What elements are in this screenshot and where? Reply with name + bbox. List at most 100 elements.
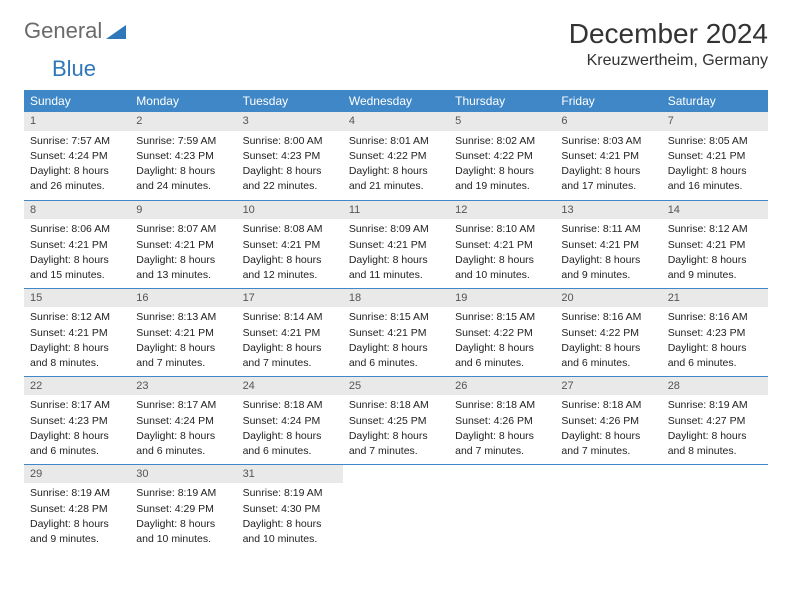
weekday-header: Sunday (24, 90, 130, 112)
day-cell: 24Sunrise: 8:18 AMSunset: 4:24 PMDayligh… (237, 376, 343, 464)
day-sunrise: Sunrise: 8:13 AM (136, 310, 230, 324)
day-sunset: Sunset: 4:21 PM (30, 326, 124, 340)
day-sunset: Sunset: 4:28 PM (30, 502, 124, 516)
day-day1: Daylight: 8 hours (668, 253, 762, 267)
day-sunrise: Sunrise: 8:14 AM (243, 310, 337, 324)
day-sunrise: Sunrise: 8:19 AM (668, 398, 762, 412)
day-day2: and 7 minutes. (136, 356, 230, 370)
empty-cell (662, 464, 768, 552)
day-cell: 1Sunrise: 7:57 AMSunset: 4:24 PMDaylight… (24, 112, 130, 200)
day-cell: 8Sunrise: 8:06 AMSunset: 4:21 PMDaylight… (24, 200, 130, 288)
day-sunrise: Sunrise: 8:19 AM (30, 486, 124, 500)
day-sunset: Sunset: 4:21 PM (243, 326, 337, 340)
day-day1: Daylight: 8 hours (668, 164, 762, 178)
day-sunrise: Sunrise: 8:18 AM (349, 398, 443, 412)
day-day1: Daylight: 8 hours (561, 341, 655, 355)
day-body: Sunrise: 8:15 AM Sunset: 4:22 PMDaylight:… (449, 307, 555, 375)
day-day1: Daylight: 8 hours (30, 253, 124, 267)
day-day2: and 21 minutes. (349, 179, 443, 193)
day-day1: Daylight: 8 hours (243, 517, 337, 531)
day-sunset: Sunset: 4:30 PM (243, 502, 337, 516)
day-number: 30 (130, 465, 236, 484)
day-number: 25 (343, 377, 449, 396)
day-number: 7 (662, 112, 768, 131)
day-sunrise: Sunrise: 8:07 AM (136, 222, 230, 236)
day-sunrise: Sunrise: 8:03 AM (561, 134, 655, 148)
day-sunrise: Sunrise: 8:01 AM (349, 134, 443, 148)
day-sunrise: Sunrise: 8:11 AM (561, 222, 655, 236)
day-sunrise: Sunrise: 8:15 AM (455, 310, 549, 324)
day-cell: 28Sunrise: 8:19 AMSunset: 4:27 PMDayligh… (662, 376, 768, 464)
day-cell: 10Sunrise: 8:08 AMSunset: 4:21 PMDayligh… (237, 200, 343, 288)
day-day1: Daylight: 8 hours (455, 253, 549, 267)
day-cell: 3Sunrise: 8:00 AMSunset: 4:23 PMDaylight… (237, 112, 343, 200)
day-sunset: Sunset: 4:21 PM (561, 238, 655, 252)
day-sunset: Sunset: 4:24 PM (243, 414, 337, 428)
day-number: 12 (449, 201, 555, 220)
day-number: 21 (662, 289, 768, 308)
day-day2: and 10 minutes. (243, 532, 337, 546)
day-day2: and 11 minutes. (349, 268, 443, 282)
day-sunrise: Sunrise: 8:18 AM (455, 398, 549, 412)
day-number: 19 (449, 289, 555, 308)
day-day2: and 13 minutes. (136, 268, 230, 282)
calendar-table: Sunday Monday Tuesday Wednesday Thursday… (24, 90, 768, 552)
day-day1: Daylight: 8 hours (243, 164, 337, 178)
day-sunrise: Sunrise: 8:18 AM (243, 398, 337, 412)
day-day1: Daylight: 8 hours (136, 164, 230, 178)
day-sunset: Sunset: 4:23 PM (668, 326, 762, 340)
day-body: Sunrise: 8:16 AMSunset: 4:22 PMDaylight:… (555, 307, 661, 375)
day-sunrise: Sunrise: 8:10 AM (455, 222, 549, 236)
day-number: 16 (130, 289, 236, 308)
day-number: 22 (24, 377, 130, 396)
day-cell: 2Sunrise: 7:59 AMSunset: 4:23 PMDaylight… (130, 112, 236, 200)
day-body: Sunrise: 8:15 AMSunset: 4:21 PMDaylight:… (343, 307, 449, 375)
day-sunrise: Sunrise: 8:18 AM (561, 398, 655, 412)
day-body: Sunrise: 8:06 AMSunset: 4:21 PMDaylight:… (24, 219, 130, 287)
day-cell: 22Sunrise: 8:17 AMSunset: 4:23 PMDayligh… (24, 376, 130, 464)
day-body: Sunrise: 8:16 AMSunset: 4:23 PMDaylight:… (662, 307, 768, 375)
day-body: Sunrise: 8:10 AMSunset: 4:21 PMDaylight:… (449, 219, 555, 287)
day-body: Sunrise: 8:14 AMSunset: 4:21 PMDaylight:… (237, 307, 343, 375)
empty-cell (449, 464, 555, 552)
day-sunset: Sunset: 4:22 PM (455, 326, 549, 340)
empty-cell (555, 464, 661, 552)
day-sunset: Sunset: 4:21 PM (561, 149, 655, 163)
day-day1: Daylight: 8 hours (455, 341, 549, 355)
day-cell: 12Sunrise: 8:10 AMSunset: 4:21 PMDayligh… (449, 200, 555, 288)
day-day1: Daylight: 8 hours (136, 429, 230, 443)
day-day2: and 7 minutes. (349, 444, 443, 458)
day-body: Sunrise: 8:01 AMSunset: 4:22 PMDaylight:… (343, 131, 449, 199)
day-day2: and 9 minutes. (668, 268, 762, 282)
day-sunset: Sunset: 4:26 PM (561, 414, 655, 428)
day-day2: and 12 minutes. (243, 268, 337, 282)
day-cell: 16Sunrise: 8:13 AMSunset: 4:21 PMDayligh… (130, 288, 236, 376)
day-body: Sunrise: 8:12 AMSunset: 4:21 PMDaylight:… (24, 307, 130, 375)
day-number: 5 (449, 112, 555, 131)
day-day1: Daylight: 8 hours (30, 164, 124, 178)
day-day1: Daylight: 8 hours (30, 429, 124, 443)
week-row: 1Sunrise: 7:57 AMSunset: 4:24 PMDaylight… (24, 112, 768, 200)
day-cell: 18Sunrise: 8:15 AMSunset: 4:21 PMDayligh… (343, 288, 449, 376)
day-number: 31 (237, 465, 343, 484)
day-cell: 19 Sunrise: 8:15 AM Sunset: 4:22 PMDayligh… (449, 288, 555, 376)
day-day1: Daylight: 8 hours (455, 164, 549, 178)
day-number: 11 (343, 201, 449, 220)
day-number: 9 (130, 201, 236, 220)
day-sunset: Sunset: 4:24 PM (30, 149, 124, 163)
day-day2: and 8 minutes. (668, 444, 762, 458)
day-day2: and 10 minutes. (455, 268, 549, 282)
week-row: 22Sunrise: 8:17 AMSunset: 4:23 PMDayligh… (24, 376, 768, 464)
day-day1: Daylight: 8 hours (30, 517, 124, 531)
day-sunset: Sunset: 4:21 PM (349, 238, 443, 252)
day-sunset: Sunset: 4:21 PM (668, 149, 762, 163)
day-day2: and 9 minutes. (561, 268, 655, 282)
weekday-header: Tuesday (237, 90, 343, 112)
day-day2: and 6 minutes. (455, 356, 549, 370)
day-sunrise: Sunrise: 8:08 AM (243, 222, 337, 236)
day-cell: 13Sunrise: 8:11 AMSunset: 4:21 PMDayligh… (555, 200, 661, 288)
day-body: Sunrise: 8:19 AMSunset: 4:27 PMDaylight:… (662, 395, 768, 463)
day-sunset: Sunset: 4:27 PM (668, 414, 762, 428)
day-sunset: Sunset: 4:23 PM (243, 149, 337, 163)
day-day1: Daylight: 8 hours (349, 429, 443, 443)
